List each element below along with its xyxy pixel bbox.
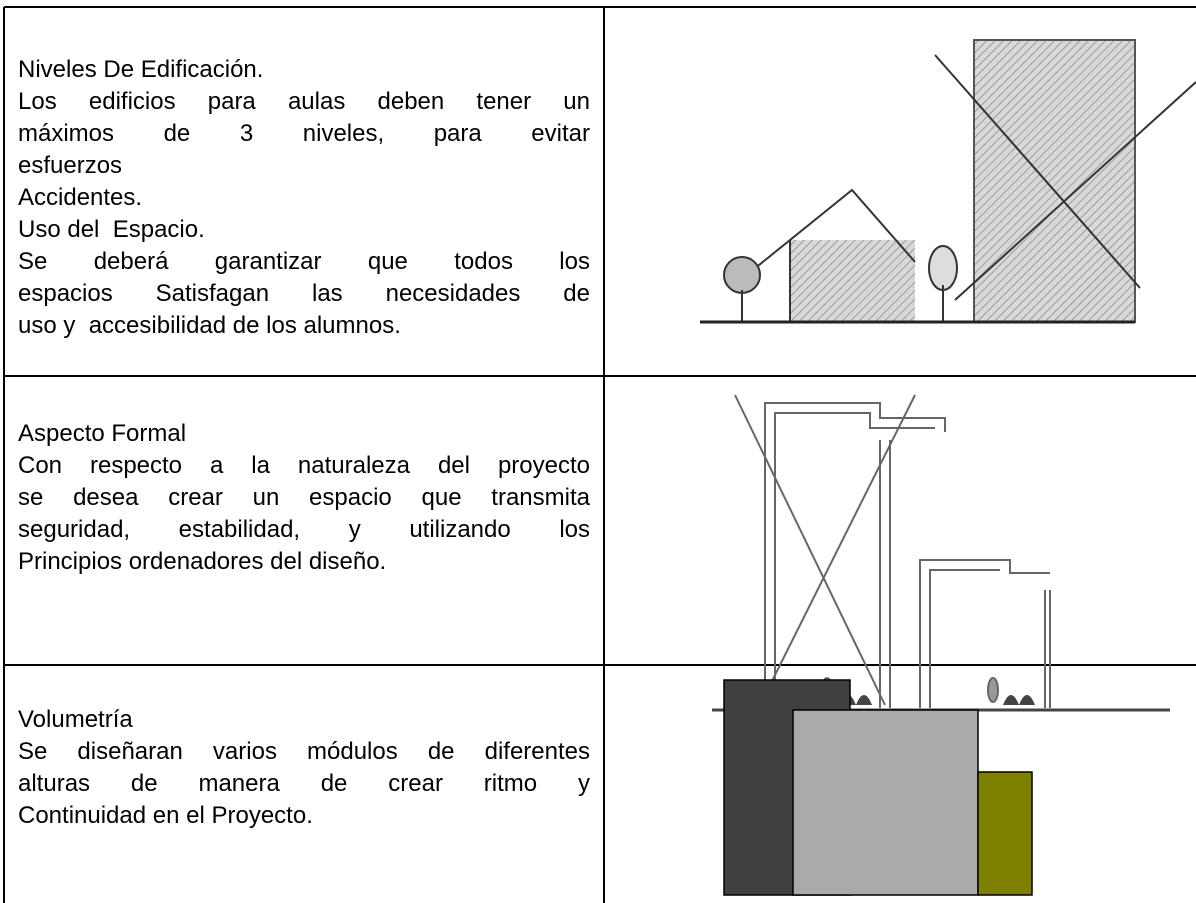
row-text: Volumetría Se diseñaran varios módulos de…: [18, 704, 590, 832]
text-line: Aspecto Formal: [18, 420, 187, 447]
text-line: se desea crear un espacio que transmita: [18, 484, 590, 511]
text-line: Accidentes.: [18, 184, 143, 211]
text-line: esfuerzos: [18, 152, 123, 179]
text-line: máximos de 3 niveles, para evitar: [18, 120, 590, 147]
text-line: seguridad, estabilidad, y utilizando los: [18, 516, 590, 543]
text-line: Principios ordenadores del diseño.: [18, 548, 387, 575]
row-text: Niveles De Edificación. Los edificios par…: [18, 54, 590, 342]
text-line: Volumetría: [18, 706, 133, 733]
illustration-form: [712, 394, 1170, 712]
text-line: Continuidad en el Proyecto.: [18, 802, 313, 829]
text-line: Los edificios para aulas deben tener un: [18, 88, 590, 115]
text-line: espacios Satisfagan las necesidades de: [18, 280, 590, 307]
text-line: Uso del Espacio.: [18, 216, 205, 243]
text-line: Niveles De Edificación.: [18, 56, 264, 83]
illustration-levels: [700, 39, 1196, 324]
text-line: uso y accesibilidad de los alumnos.: [18, 312, 401, 339]
table-borders: [3, 6, 1196, 903]
text-line: Con respecto a la naturaleza del proyect…: [18, 452, 590, 479]
illustration-volumes: [723, 679, 1033, 896]
row-text: Aspecto Formal Con respecto a la naturale…: [18, 418, 590, 578]
text-line: Se diseñaran varios módulos de diferente…: [18, 738, 590, 765]
text-line: Se deberá garantizar que todos los: [18, 248, 590, 275]
text-line: alturas de manera de crear ritmo y: [18, 770, 590, 797]
